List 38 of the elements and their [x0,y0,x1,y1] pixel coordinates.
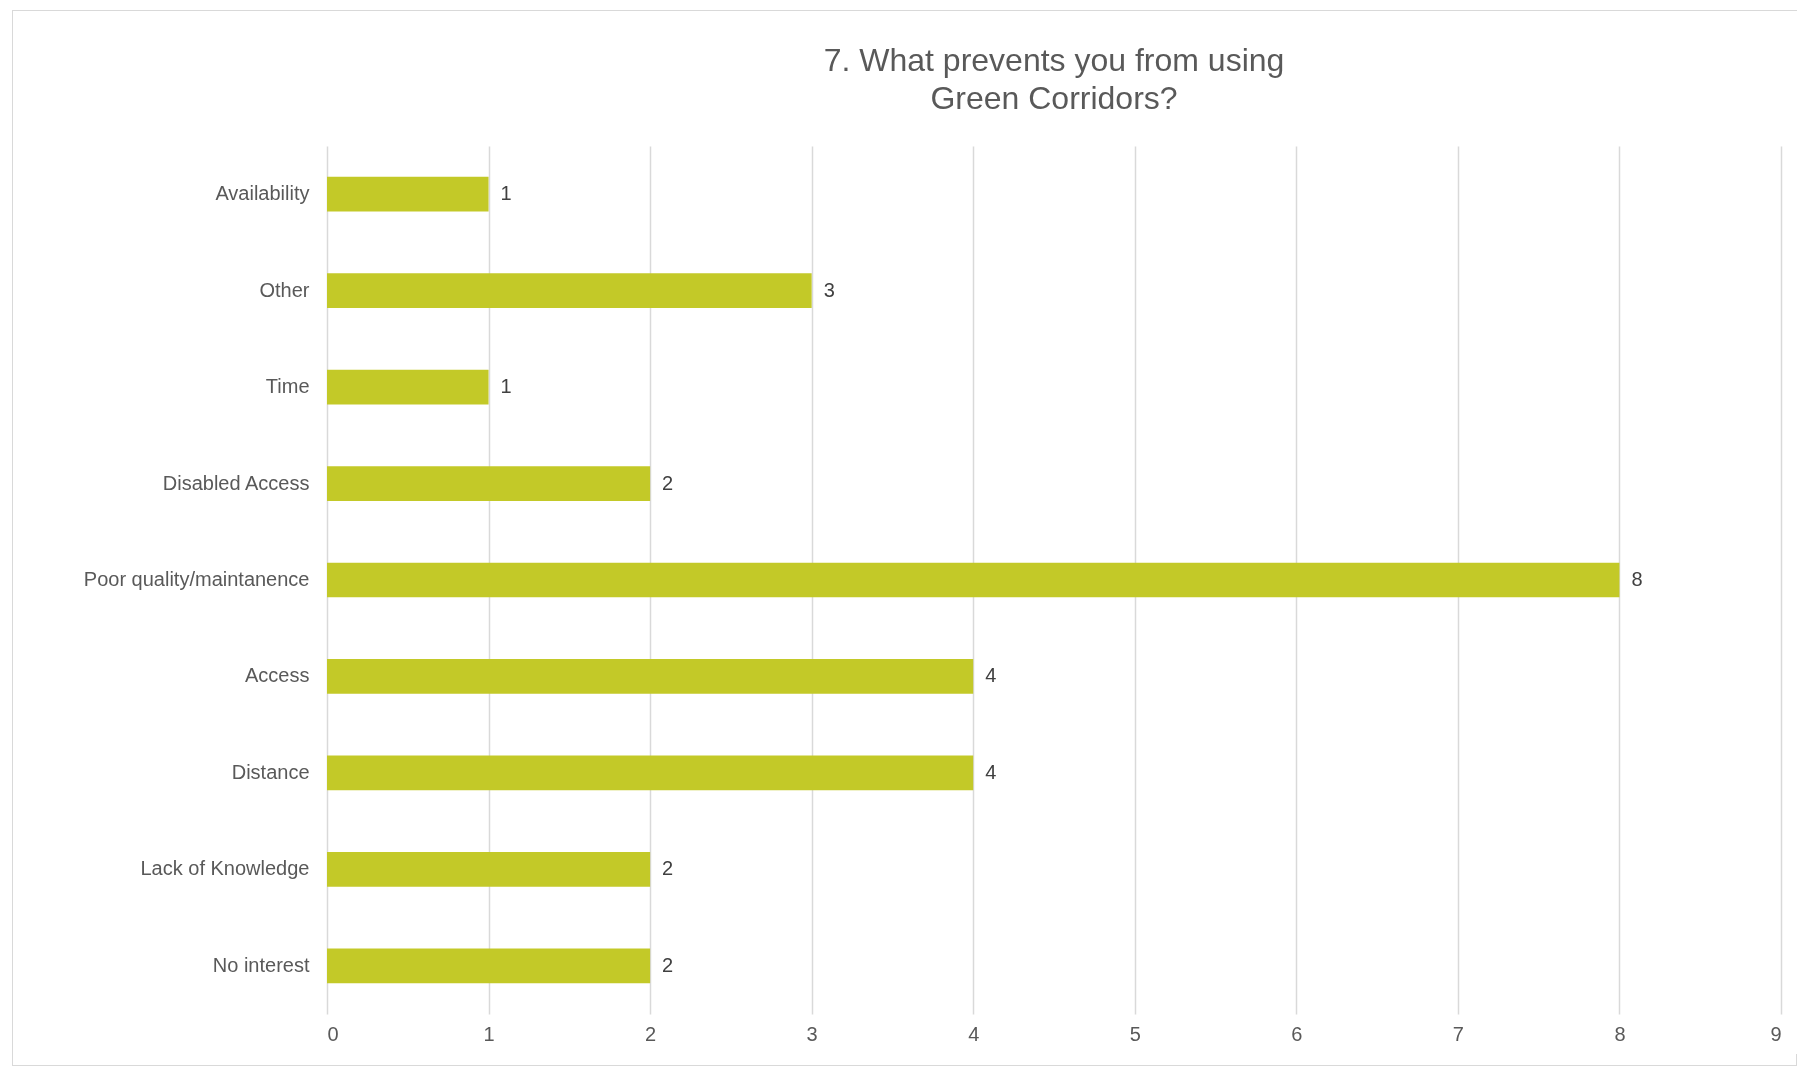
data-label: 4 [985,664,997,687]
bar [327,851,651,887]
bar [327,466,651,501]
chart-title: 7. What prevents you from using Green Corridors? [823,42,1285,116]
bar [327,755,974,791]
y-tick-label: Distance [231,760,310,783]
bar [327,273,812,309]
x-tick-label: 6 [1291,1022,1303,1045]
x-tick-label: 4 [968,1022,980,1045]
data-label: 2 [662,471,674,494]
data-label: 1 [500,182,512,205]
bar [327,176,489,212]
y-tick-label: Access [245,664,310,687]
data-label: 4 [985,760,997,783]
data-label: 3 [823,278,835,301]
x-tick-label: 8 [1614,1022,1626,1045]
bar [327,562,1620,598]
bar [327,948,651,984]
data-label: 2 [662,857,674,880]
x-tick-label: 9 [1770,1022,1782,1045]
x-tick-label: 2 [645,1022,657,1045]
y-tick-label: Disabled Access [162,471,310,494]
y-tick-label: Other [259,278,310,301]
y-tick-label: No interest [212,953,310,976]
x-tick-label: 0 [327,1022,339,1045]
x-tick-label: 5 [1129,1022,1141,1045]
y-tick-label: Time [265,375,310,398]
bar [327,369,489,405]
data-label: 8 [1631,568,1643,590]
y-tick-label: Availability [215,182,310,205]
x-tick-label: 1 [483,1022,495,1045]
x-tick-label: 7 [1452,1022,1464,1045]
bar [327,659,974,694]
y-tick-label: Poor quality/maintanence [83,568,310,590]
data-label: 1 [500,375,512,398]
y-tick-label: Lack of Knowledge [140,857,310,880]
data-label: 2 [662,953,674,976]
x-tick-label: 3 [806,1022,818,1045]
